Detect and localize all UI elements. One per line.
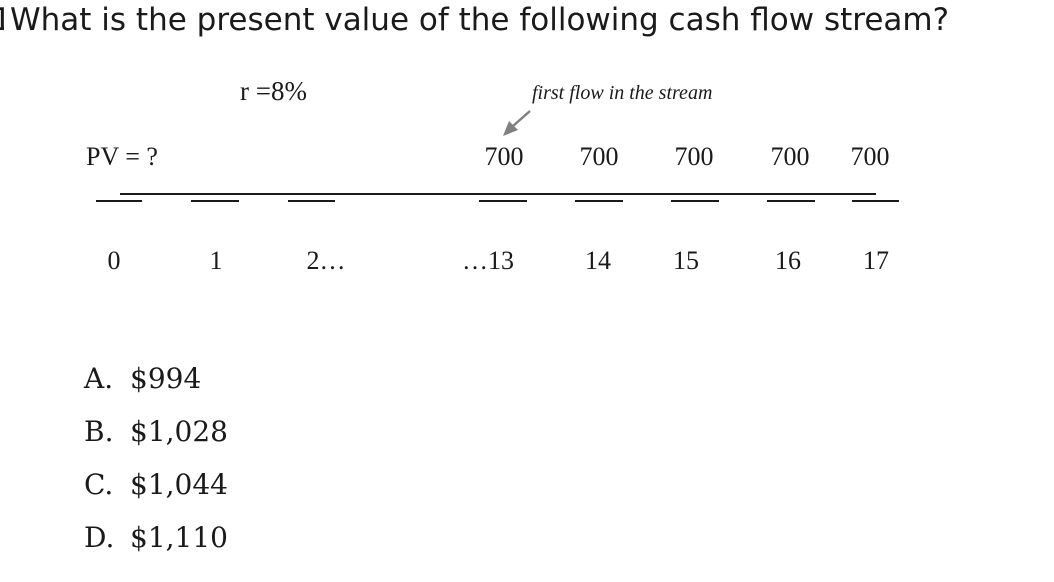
timeline-segment-13 [479, 200, 527, 202]
period-2: 2… [306, 246, 346, 275]
interest-rate-label: r =8% [240, 76, 307, 106]
period-17: 17 [863, 246, 889, 275]
option-value: $994 [130, 362, 202, 395]
timeline-segment-2 [288, 200, 335, 202]
timeline-segment-14 [575, 200, 623, 202]
timeline-segment-0 [96, 200, 142, 202]
cash-flow-13: 700 [484, 142, 524, 171]
question: 1.What is the present value of the follo… [0, 2, 949, 38]
cash-flow-15: 700 [674, 142, 714, 171]
option-a[interactable]: A. $994 [84, 362, 228, 415]
option-letter: C. [84, 468, 114, 501]
period-16: 16 [775, 246, 801, 275]
cash-flow-16: 700 [770, 142, 810, 171]
period-15: 15 [673, 246, 699, 275]
cash-flow-17: 700 [850, 142, 890, 171]
period-1: 1 [209, 246, 223, 275]
period-14: 14 [585, 246, 611, 275]
timeline-segment-17 [852, 200, 899, 202]
timeline-segment-1 [191, 200, 239, 202]
cash-flow-14: 700 [579, 142, 619, 171]
option-letter: A. [84, 362, 114, 395]
answer-options: A. $994 B. $1,028 C. $1,044 D. $1,110 [84, 362, 228, 574]
option-c[interactable]: C. $1,044 [84, 468, 228, 521]
option-value: $1,028 [130, 415, 228, 448]
question-text: What is the present value of the followi… [10, 2, 950, 38]
option-d[interactable]: D. $1,110 [84, 521, 228, 574]
timeline-segment-16 [767, 200, 815, 202]
option-letter: D. [84, 521, 115, 554]
period-0: 0 [107, 246, 121, 275]
first-flow-annotation: first flow in the stream [532, 82, 713, 104]
timeline-line [120, 193, 876, 195]
option-value: $1,110 [130, 521, 228, 554]
option-value: $1,044 [130, 468, 228, 501]
question-number: 1. [0, 2, 4, 38]
timeline-segment-15 [671, 200, 719, 202]
period-13: …13 [462, 246, 514, 275]
option-letter: B. [84, 415, 114, 448]
option-b[interactable]: B. $1,028 [84, 415, 228, 468]
pv-label: PV = ? [86, 142, 158, 171]
